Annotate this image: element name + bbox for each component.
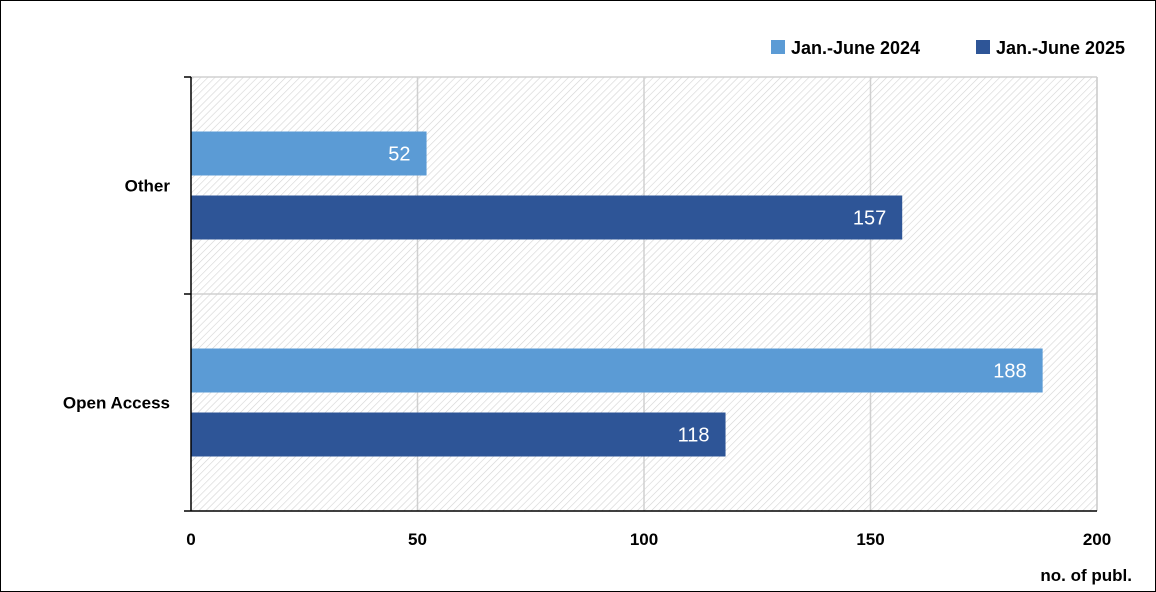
axes [184,76,1097,512]
x-tick-label: 200 [1083,530,1111,549]
legend-swatch [771,40,785,54]
bar-value-label: 157 [853,208,886,230]
bar [191,348,1043,393]
bar [191,195,903,240]
x-tick-labels: 0 50 100 150 200 [186,530,1111,549]
legend-label: Jan.-June 2024 [791,38,920,58]
category-label: Other [125,177,171,196]
x-axis-title: no. of publ. [1040,566,1132,585]
legend-swatch [976,40,990,54]
bar-value-label: 52 [388,144,410,166]
x-tick-label: 150 [856,530,884,549]
legend-label: Jan.-June 2025 [996,38,1125,58]
bars: 52 157 188 118 [191,131,1043,457]
bar [191,131,427,176]
x-tick-label: 0 [186,530,195,549]
bar-value-label: 118 [678,425,710,447]
bar-value-label: 188 [993,361,1026,383]
bar [191,412,726,457]
y-category-labels: Other Open Access [63,177,170,413]
legend: Jan.-June 2024 Jan.-June 2025 [771,38,1125,58]
x-tick-label: 50 [408,530,427,549]
category-label: Open Access [63,394,170,413]
x-tick-label: 100 [630,530,658,549]
